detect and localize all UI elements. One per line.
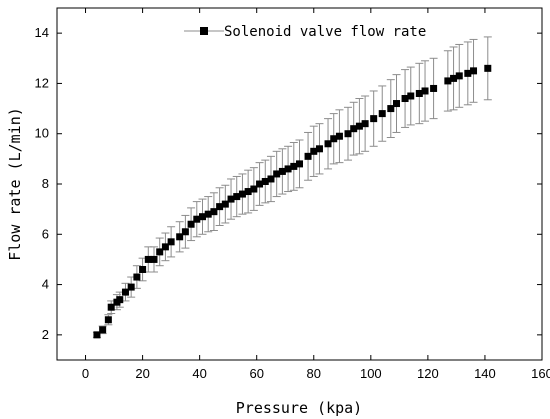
data-point (104, 316, 112, 324)
data-point (167, 238, 175, 246)
data-point (421, 87, 429, 95)
y-tick-label: 14 (35, 25, 49, 40)
legend-swatch-marker (200, 27, 208, 35)
data-point (296, 160, 303, 168)
data-point (256, 180, 264, 188)
data-point (267, 175, 275, 183)
data-point (181, 228, 189, 236)
data-point (330, 135, 338, 143)
data-point (238, 190, 246, 198)
data-point (199, 213, 206, 221)
x-axis-title: Pressure (kpa) (236, 399, 362, 417)
data-point (470, 67, 478, 75)
y-tick-label: 10 (35, 126, 49, 141)
data-point (444, 77, 452, 85)
data-point (233, 193, 241, 201)
legend-label: Solenoid valve flow rate (224, 24, 426, 40)
data-point (204, 210, 212, 218)
x-tick-label: 160 (531, 366, 550, 381)
data-point (415, 89, 423, 97)
y-tick-label: 2 (42, 327, 49, 342)
data-point (210, 208, 218, 216)
y-tick-label: 8 (42, 176, 49, 191)
data-point (335, 132, 343, 140)
data-point (355, 122, 363, 130)
data-point (93, 331, 101, 339)
data-point (144, 255, 152, 263)
data-point (250, 185, 258, 193)
data-point (450, 74, 458, 82)
data-point (227, 195, 235, 203)
data-point (455, 72, 463, 80)
data-point (187, 220, 195, 228)
data-point (116, 296, 124, 304)
data-point (139, 265, 147, 273)
x-axis-ticks: 0 20 40 60 80 100 120 140 160 (82, 8, 550, 381)
x-tick-label: 140 (474, 366, 496, 381)
data-point (216, 203, 224, 211)
data-point (261, 177, 269, 185)
data-point (133, 273, 141, 281)
data-point (310, 147, 318, 155)
data-point (290, 162, 298, 170)
data-point (156, 248, 164, 256)
legend: Solenoid valve flow rate (184, 24, 426, 40)
data-point (304, 152, 312, 160)
data-point (387, 105, 395, 113)
data-point (315, 145, 323, 153)
data-point (484, 64, 492, 72)
data-point (99, 326, 107, 334)
data-point (193, 215, 201, 223)
data-point (273, 170, 281, 178)
x-tick-label: 40 (192, 366, 206, 381)
x-tick-label: 120 (417, 366, 439, 381)
data-point (378, 110, 386, 118)
data-point (107, 303, 115, 311)
y-tick-label: 4 (42, 277, 49, 292)
data-point (430, 84, 438, 92)
error-bars (92, 36, 492, 338)
y-tick-label: 6 (42, 226, 49, 241)
x-tick-label: 80 (307, 366, 321, 381)
data-point (121, 288, 129, 296)
data-point (393, 100, 400, 108)
data-point (350, 125, 358, 133)
data-point (401, 95, 409, 103)
data-point (324, 140, 332, 148)
data-point (278, 167, 286, 175)
data-point (361, 120, 369, 128)
x-tick-label: 60 (249, 366, 263, 381)
data-point (284, 165, 292, 173)
data-point (370, 115, 378, 123)
data-markers (93, 64, 492, 339)
data-point (344, 130, 352, 138)
data-point (176, 233, 184, 241)
data-point (161, 243, 169, 251)
y-axis-ticks: 2 4 6 8 10 12 14 (35, 25, 542, 342)
x-tick-label: 100 (360, 366, 382, 381)
data-point (150, 255, 158, 263)
data-point (127, 283, 135, 291)
data-point (244, 188, 252, 196)
y-axis-title: Flow rate (L/min) (6, 107, 24, 261)
data-point (407, 92, 415, 100)
x-tick-label: 0 (82, 366, 89, 381)
x-tick-label: 20 (135, 366, 149, 381)
y-tick-label: 12 (35, 75, 49, 90)
data-point (464, 69, 472, 77)
data-point (221, 200, 229, 208)
